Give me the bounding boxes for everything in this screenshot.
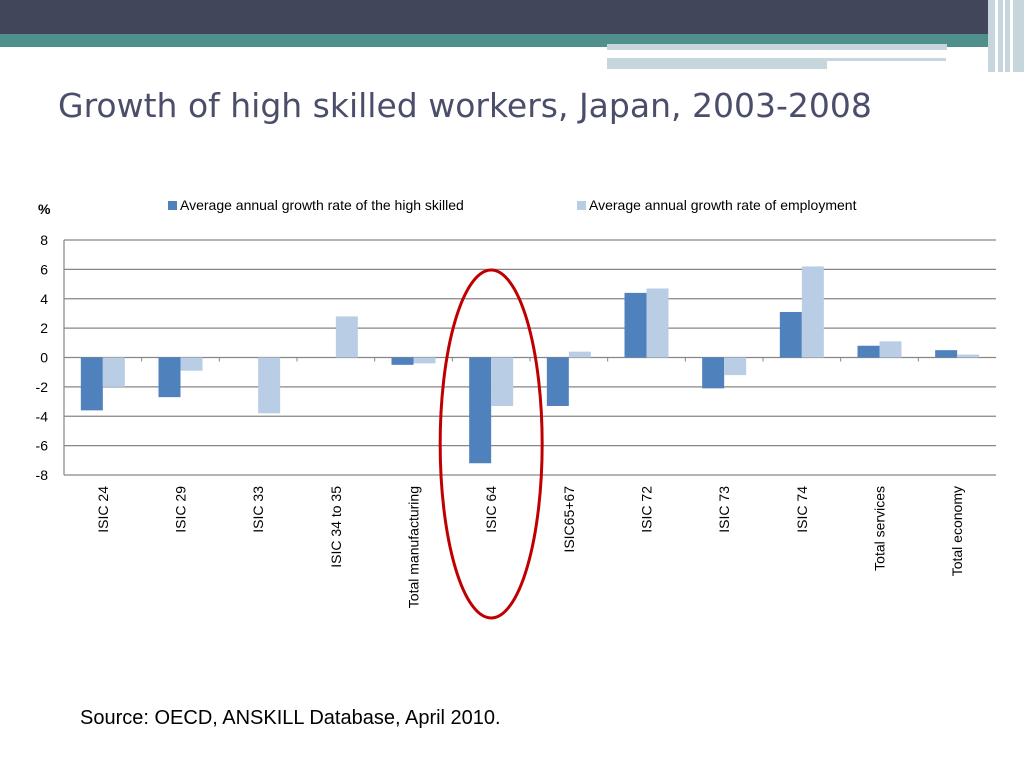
bar-employment — [646, 288, 669, 358]
y-tick-label: 0 — [40, 350, 48, 366]
y-tick-label: 8 — [40, 232, 48, 248]
y-tick-label: -8 — [36, 467, 49, 483]
y-tick-label: 6 — [40, 261, 48, 277]
x-category-label: ISIC 33 — [250, 486, 266, 533]
legend-item-employment: Average annual growth rate of employment — [577, 196, 856, 214]
bar-high-skilled — [391, 357, 414, 365]
bar-high-skilled — [935, 350, 958, 358]
bar-high-skilled — [624, 292, 647, 358]
y-tick-label: -4 — [36, 408, 49, 424]
x-category-label: ISIC 74 — [794, 486, 810, 533]
legend-label-employment: Average annual growth rate of employment — [589, 197, 857, 213]
bar-high-skilled — [469, 357, 492, 464]
bar-high-skilled — [546, 357, 569, 406]
legend-item-high-skilled: Average annual growth rate of the high s… — [168, 196, 464, 214]
legend-swatch-employment — [577, 200, 586, 210]
bar-high-skilled — [779, 311, 802, 358]
x-category-label: ISIC 64 — [483, 486, 499, 533]
bar-employment — [258, 357, 281, 414]
bar-employment — [413, 357, 436, 364]
legend-label-high-skilled: Average annual growth rate of the high s… — [180, 197, 464, 213]
y-axis-unit-label: % — [38, 201, 51, 217]
x-category-label: ISIC 24 — [95, 486, 111, 533]
x-category-label: ISIC 34 to 35 — [328, 486, 344, 568]
bar-employment — [724, 357, 747, 376]
y-tick-label: 2 — [40, 320, 48, 336]
x-category-label: ISIC65+67 — [561, 486, 577, 553]
bar-high-skilled — [158, 357, 181, 398]
bar-employment — [568, 351, 591, 358]
source-note: Source: OECD, ANSKILL Database, April 20… — [80, 707, 501, 729]
bar-employment — [335, 316, 358, 358]
slide-title: Growth of high skilled workers, Japan, 2… — [58, 86, 872, 125]
bar-employment — [801, 266, 824, 358]
header-banner — [0, 0, 1024, 72]
bar-high-skilled — [857, 345, 880, 358]
x-category-label: ISIC 72 — [639, 486, 655, 533]
bar-employment — [102, 357, 125, 387]
y-tick-label: -6 — [36, 438, 49, 454]
x-category-label: ISIC 29 — [173, 486, 189, 533]
bar-employment — [180, 357, 203, 371]
x-category-label: Total economy — [949, 486, 965, 576]
bar-employment — [491, 357, 514, 406]
x-category-label: Total manufacturing — [406, 486, 422, 608]
bar-employment — [957, 354, 980, 358]
legend-swatch-high-skilled — [168, 200, 177, 210]
bar-high-skilled — [702, 357, 725, 389]
x-category-label: Total services — [872, 486, 888, 571]
bar-high-skilled — [80, 357, 103, 411]
y-tick-label: -2 — [36, 379, 49, 395]
bar-employment — [879, 341, 902, 358]
y-tick-label: 4 — [40, 291, 48, 307]
x-category-label: ISIC 73 — [716, 486, 732, 533]
highlight-oval — [438, 268, 544, 620]
